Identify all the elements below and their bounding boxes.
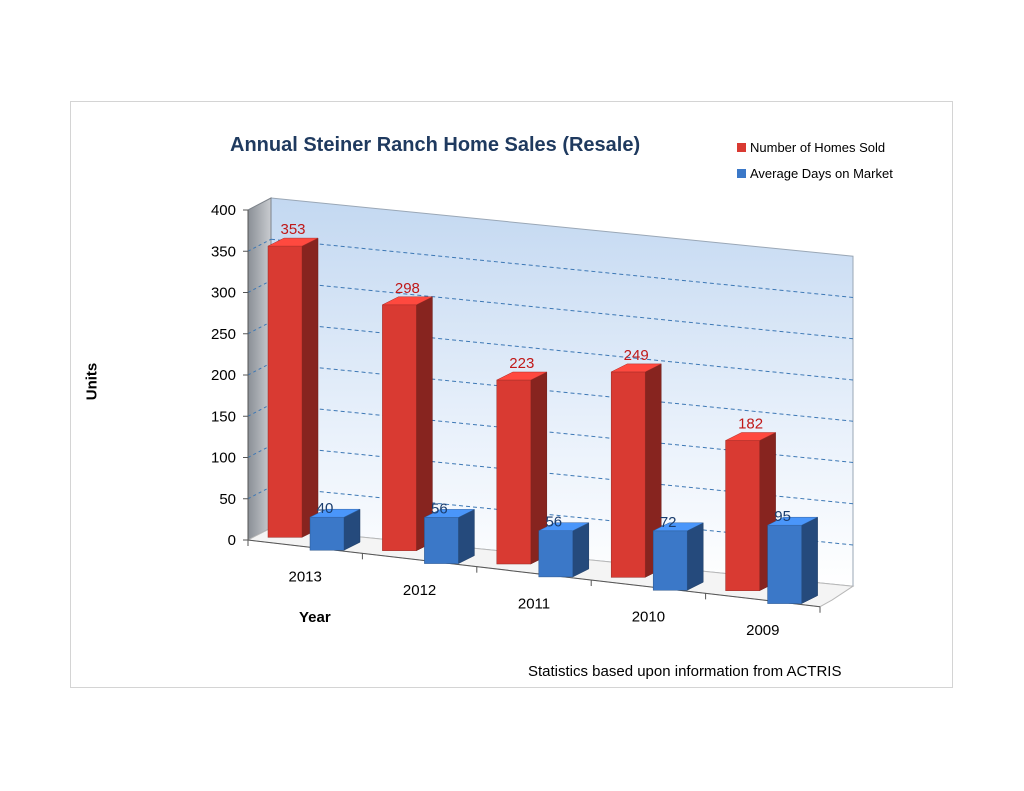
bar-days-on-market-2009	[767, 516, 818, 605]
bar-homes-sold-2012	[382, 296, 433, 552]
x-axis-line	[247, 539, 821, 608]
data-label-days-on-market: 56	[431, 500, 448, 517]
side-gridline-50	[247, 486, 272, 500]
data-label-days-on-market: 95	[774, 508, 791, 525]
side-gridline-350	[247, 238, 272, 252]
source-note: Statistics based upon information from A…	[528, 663, 842, 680]
y-tick-label: 250	[211, 326, 236, 343]
bar-days-on-market-2013	[309, 508, 361, 551]
bar-days-on-market-2013-top	[309, 508, 361, 518]
side-gridline-100	[247, 445, 272, 458]
bar-homes-sold-2012-top	[382, 296, 433, 306]
bar-homes-sold-2013-top	[267, 237, 319, 247]
y-tick-label: 0	[228, 532, 236, 549]
bar-days-on-market-2012-top	[424, 509, 475, 518]
side-gridline-150	[247, 403, 272, 417]
bar-days-on-market-2011-front	[538, 530, 574, 578]
bar-homes-sold-2009-front	[725, 440, 760, 591]
bar-homes-sold-2011-front	[496, 379, 532, 565]
bar-homes-sold-2011	[496, 371, 548, 565]
x-tick-label: 2010	[632, 609, 665, 626]
bar-homes-sold-2011-top	[496, 371, 547, 381]
side-gridline-250	[247, 321, 272, 335]
y-tick-label: 200	[211, 367, 236, 384]
data-label-homes-sold: 223	[509, 355, 534, 372]
y-tick-label: 400	[211, 202, 236, 219]
bar-days-on-market-2012-side	[458, 508, 475, 565]
bar-days-on-market-2010-side	[686, 522, 704, 591]
bar-days-on-market-2013-front	[309, 516, 345, 551]
y-tick-label: 150	[211, 408, 236, 425]
bar-days-on-market-2009-side	[801, 516, 818, 605]
y-tick-label: 350	[211, 243, 236, 260]
x-tick-label: 2012	[403, 582, 436, 599]
data-label-homes-sold: 249	[624, 347, 649, 364]
chart-title: Annual Steiner Ranch Home Sales (Resale)	[230, 134, 641, 156]
legend-label-days-on-market: Average Days on Market	[750, 165, 893, 181]
x-tick-label: 2009	[746, 622, 779, 639]
data-label-homes-sold: 298	[395, 280, 420, 297]
bar-homes-sold-2010	[610, 363, 662, 578]
data-label-days-on-market: 40	[317, 500, 334, 517]
y-tick-label: 300	[211, 285, 236, 302]
legend-swatch-days-on-market	[737, 168, 746, 178]
bar-days-on-market-2010	[652, 522, 704, 591]
bar-days-on-market-2010-top	[653, 522, 704, 532]
legend-item-days-on-market: Average Days on Market	[737, 165, 893, 181]
bar-days-on-market-2010-front	[652, 530, 688, 591]
bar-homes-sold-2012-front	[382, 304, 417, 551]
bar-homes-sold-2010-front	[610, 371, 646, 578]
x-axis-label: Year	[299, 609, 331, 626]
data-label-homes-sold: 182	[738, 416, 763, 433]
legend-swatch-homes-sold	[737, 142, 746, 152]
bar-homes-sold-2013-side	[301, 237, 319, 538]
x-tick-label: 2011	[518, 595, 550, 612]
bar-homes-sold-2009-top	[725, 432, 776, 441]
data-label-homes-sold: 353	[280, 221, 305, 238]
data-label-days-on-market: 72	[660, 514, 677, 531]
legend-label-homes-sold: Number of Homes Sold	[750, 139, 886, 155]
bar-homes-sold-2013-front	[267, 245, 303, 538]
bar-homes-sold-2013	[267, 237, 319, 538]
side-gridline-300	[247, 280, 272, 293]
bar-days-on-market-2009-front	[767, 524, 802, 604]
bar-days-on-market-2012-front	[424, 517, 459, 564]
bar-days-on-market-2011	[538, 522, 590, 578]
y-tick-label: 100	[211, 450, 236, 467]
data-label-days-on-market: 56	[545, 514, 562, 531]
bar-homes-sold-2010-top	[611, 363, 662, 373]
bar-days-on-market-2012	[424, 508, 475, 565]
bar-days-on-market-2009-top	[767, 516, 818, 526]
bar-days-on-market-2011-top	[538, 522, 589, 531]
y-tick-label: 50	[219, 491, 236, 508]
x-tick-label: 2013	[289, 569, 322, 586]
bar-homes-sold-2012-side	[416, 296, 433, 552]
side-gridline-200	[247, 362, 272, 376]
bar-days-on-market-2011-side	[572, 522, 590, 578]
legend-item-homes-sold: Number of Homes Sold	[737, 139, 885, 155]
